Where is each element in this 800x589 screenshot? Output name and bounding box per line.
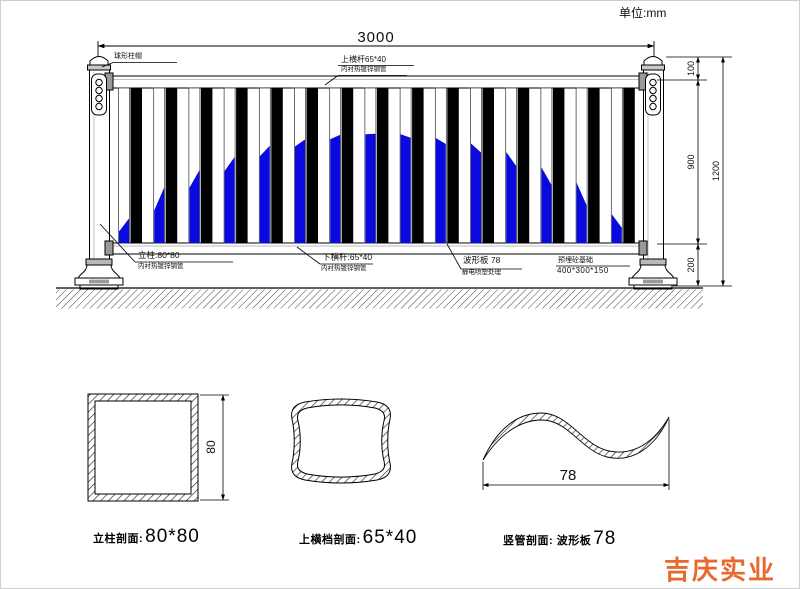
wave-plate (365, 133, 376, 243)
dim-total-width (97, 41, 655, 57)
section-wave-label-prefix: 竖管剖面: 波形板 (503, 535, 592, 547)
black-picket (552, 88, 565, 243)
annotation-post-cap: 球形柱帽 (114, 53, 142, 60)
left-post (74, 56, 124, 290)
dim-200-label: 200 (686, 257, 696, 272)
section-post: 80 (87, 393, 229, 502)
black-picket (306, 88, 318, 243)
base-flare (631, 264, 675, 279)
top-rail (110, 75, 644, 89)
annotation-wave-spec: 波形板 78 (463, 255, 501, 265)
black-picket (236, 88, 248, 243)
annotation-foundation-size: 400*300*150 (557, 265, 609, 275)
black-picket (165, 88, 178, 243)
white-picket (118, 87, 130, 244)
dim-3000-label: 3000 (357, 29, 394, 46)
black-picket (376, 88, 389, 243)
black-picket (482, 88, 494, 243)
wave-plate (541, 167, 552, 243)
annotation-bottom-rail-note: 内衬热镀锌钢管 (321, 264, 367, 272)
annotation-post-spec: 立柱:80*80 (138, 250, 180, 260)
section-rail-label: 上横档剖面: 65*40 (299, 527, 417, 549)
wave-plate (224, 157, 235, 243)
wave-plate (400, 134, 411, 243)
section-wave: 78 (482, 412, 670, 490)
annotation-top-rail-spec: 上横杆65*40 (341, 55, 386, 64)
black-picket (517, 88, 530, 243)
section-wave-label-value: 78 (593, 528, 617, 549)
dim-1200-label: 1200 (711, 161, 721, 181)
black-picket (412, 88, 424, 243)
black-picket (341, 88, 354, 243)
rail-bracket-bottom (104, 240, 114, 256)
annotation-foundation-name: 预埋砼基础 (558, 257, 593, 264)
unit-label: 单位:mm (619, 6, 667, 20)
section-rail-label-value: 65*40 (362, 527, 418, 548)
base-flare (77, 264, 121, 279)
base-collar (85, 258, 113, 266)
section-post-label-prefix: 立柱剖面: (93, 533, 144, 545)
dim-900-label: 900 (686, 154, 696, 169)
leader-lines (99, 62, 630, 270)
post-ornament (645, 73, 661, 116)
post-ornament (91, 73, 107, 116)
wave-plate (189, 170, 200, 243)
wave-plate (435, 138, 446, 243)
right-post (628, 56, 678, 290)
black-picket (623, 88, 635, 243)
annotation-top-rail-note: 内衬热镀锌钢管 (341, 66, 387, 73)
annotation-bottom-rail-spec: 下横杆:65*40 (322, 252, 373, 262)
section-rail-label-prefix: 上横档剖面: (299, 534, 361, 546)
dim-height-chain (657, 56, 732, 287)
black-picket (130, 88, 142, 243)
wave-plate (576, 182, 587, 243)
wave-plate (295, 139, 305, 243)
wave-plate (506, 152, 517, 243)
black-picket (447, 88, 459, 243)
pickets-layer (118, 87, 635, 244)
black-picket (200, 88, 213, 243)
logo: 吉庆实业 (664, 555, 777, 585)
rail-bracket-bottom (638, 240, 648, 256)
wave-plate (471, 143, 481, 243)
ground (56, 287, 703, 309)
dim-100-label: 100 (686, 61, 696, 76)
section-wave-label: 竖管剖面: 波形板 78 (503, 528, 616, 550)
bottom-rail (110, 242, 644, 255)
wave-plate (330, 134, 341, 243)
wave-plate (259, 145, 270, 243)
wave-plate (119, 218, 129, 243)
annotation-post-note: 内衬热镀锌钢管 (138, 262, 184, 270)
wave-plate (154, 187, 165, 243)
base-collar (639, 258, 667, 266)
section-post-label-value: 80*80 (145, 526, 200, 547)
black-picket (271, 88, 283, 243)
wave-plate (611, 214, 622, 243)
section-post-label: 立柱剖面: 80*80 (93, 526, 200, 548)
section-post-dim-label: 80 (204, 440, 218, 454)
section-wave-dim-label: 78 (560, 467, 577, 484)
annotation-wave-note: 静电喷塑处理 (462, 269, 501, 276)
section-rail (291, 398, 391, 484)
black-picket (588, 88, 600, 243)
